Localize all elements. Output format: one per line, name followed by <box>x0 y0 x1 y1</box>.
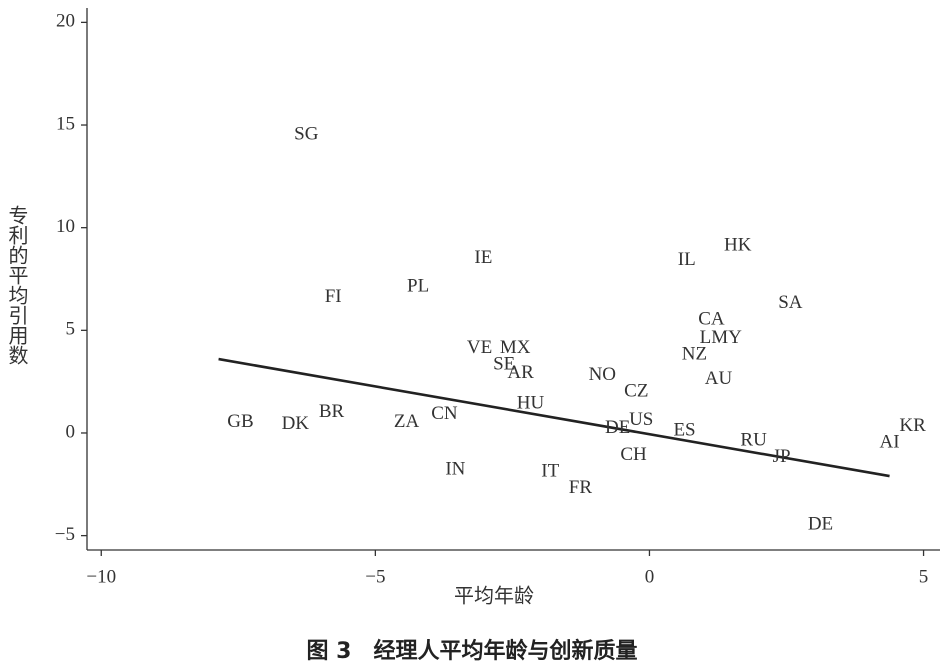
point-label: KR <box>899 415 926 436</box>
point-label: AU <box>705 368 733 389</box>
y-tick-label: 15 <box>56 113 75 134</box>
point-label: IN <box>445 458 465 479</box>
x-tick-label: 0 <box>645 566 655 587</box>
y-tick-label: 5 <box>66 319 76 340</box>
point-label: FR <box>569 477 593 498</box>
point-label: BR <box>319 401 345 422</box>
point-label: IE <box>474 247 492 268</box>
point-label: VE <box>467 337 492 358</box>
point-label: HK <box>724 235 752 256</box>
x-tick-label: −5 <box>365 566 385 587</box>
point-label: AI <box>880 432 900 453</box>
point-label: SG <box>294 124 319 145</box>
point-label: RU <box>740 430 767 451</box>
point-label: AR <box>507 362 534 383</box>
x-tick-label: 5 <box>919 566 929 587</box>
point-label: FI <box>325 286 342 307</box>
point-label: MX <box>500 337 531 358</box>
point-label: DE <box>808 514 833 535</box>
point-label: CA <box>698 308 725 329</box>
y-tick-label: −5 <box>55 524 75 545</box>
point-label: ES <box>673 419 695 440</box>
fit-line <box>218 357 890 478</box>
point-label: CN <box>431 403 458 424</box>
x-tick-label: −10 <box>86 566 116 587</box>
point-label: CH <box>620 444 647 465</box>
point-label: IT <box>541 460 559 481</box>
x-axis-label: 平均年龄 <box>454 585 534 608</box>
y-axis-label: 专利的平均引用数 <box>5 205 28 365</box>
y-tick-label: 10 <box>56 216 75 237</box>
point-label: SA <box>778 292 803 313</box>
point-label: CZ <box>624 380 648 401</box>
point-label: ZA <box>394 411 420 432</box>
point-label: US <box>629 409 653 430</box>
point-label: PL <box>407 276 429 297</box>
point-label: DK <box>282 413 310 434</box>
point-label: IL <box>678 249 696 270</box>
y-tick-label: 20 <box>56 11 75 32</box>
point-label: NO <box>589 364 616 385</box>
point-label: DE <box>605 417 630 438</box>
point-label: LMY <box>700 327 743 348</box>
point-label: SE <box>493 354 515 375</box>
y-tick-label: 0 <box>66 421 76 442</box>
point-label: GB <box>227 411 253 432</box>
point-label: HU <box>517 393 545 414</box>
caption: 图 3 经理人平均年龄与创新质量 <box>307 638 638 664</box>
point-label: NZ <box>682 343 707 364</box>
point-label: JP <box>773 446 791 467</box>
